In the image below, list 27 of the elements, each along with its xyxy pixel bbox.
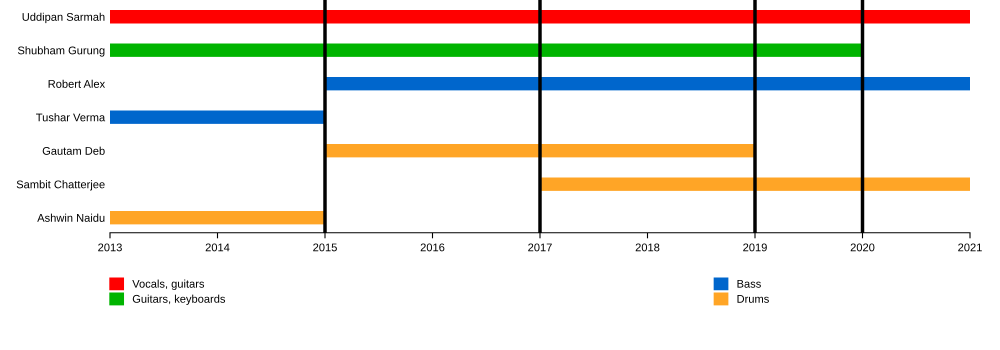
bar xyxy=(325,77,970,90)
y-tick-label: Robert Alex xyxy=(48,80,106,88)
x-tick-label: 2019 xyxy=(743,243,767,252)
y-tick-label: Sambit Chatterjee xyxy=(16,180,105,191)
x-tick-label: 2017 xyxy=(528,243,552,252)
y-tick-label: Shubham Gurung xyxy=(18,46,104,57)
x-tick-label: 2021 xyxy=(958,243,982,252)
bar xyxy=(325,144,755,158)
legend-label: Bass xyxy=(737,280,761,288)
bar xyxy=(540,177,970,191)
legend-label: Drums xyxy=(737,295,769,303)
x-tick-label: 2020 xyxy=(850,243,874,252)
y-tick-label: Tushar Verma xyxy=(36,113,106,122)
y-tick-label: Uddipan Sarmah xyxy=(22,12,104,24)
x-tick-label: 2013 xyxy=(98,243,122,252)
x-tick-label: 2016 xyxy=(420,243,444,252)
bar xyxy=(110,210,325,224)
bar xyxy=(110,110,325,124)
x-tick-label: 2018 xyxy=(636,243,660,252)
x-tick-label: 2014 xyxy=(206,243,230,252)
bar xyxy=(110,10,970,24)
legend-label: Guitars, keyboards xyxy=(132,294,226,305)
y-tick-label: Gautam Deb xyxy=(42,146,105,155)
bar xyxy=(110,44,862,57)
legend-label: Vocals, guitars xyxy=(132,280,204,290)
y-tick-label: Ashwin Naidu xyxy=(37,214,104,222)
x-tick-label: 2015 xyxy=(313,243,337,252)
